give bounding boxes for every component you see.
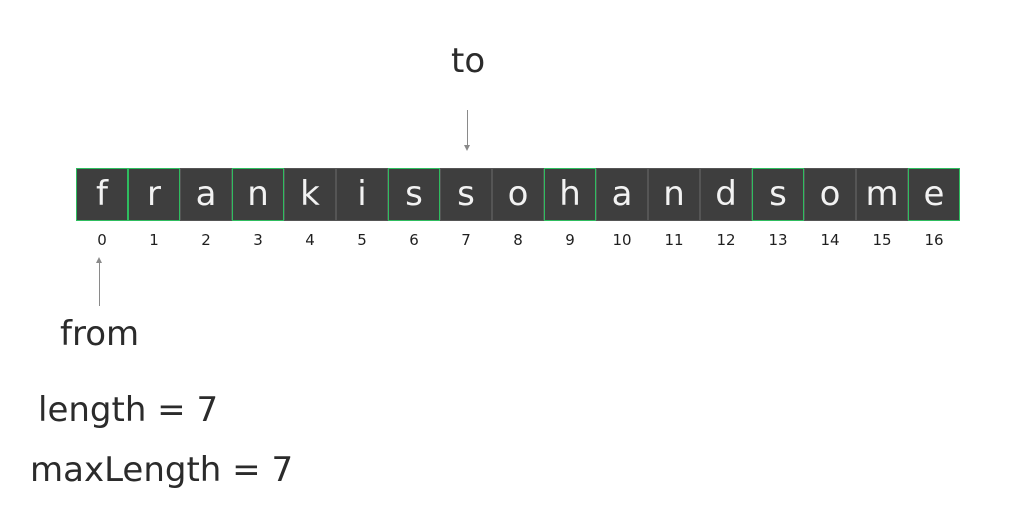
index-label-15: 15 [872, 231, 892, 249]
char-cell-16: e [908, 168, 960, 221]
char-cell-1: r [128, 168, 180, 221]
from-pointer-label: from [60, 314, 140, 354]
char-cell-10: a [596, 168, 648, 221]
index-label-8: 8 [513, 231, 523, 249]
char-cell-4: k [284, 168, 336, 221]
char-cell-8: o [492, 168, 544, 221]
to-pointer-label: to [451, 41, 486, 81]
to-arrow-icon [464, 110, 470, 151]
index-label-3: 3 [253, 231, 263, 249]
from-arrow-icon [96, 257, 102, 306]
length-readout: length = 7 [38, 390, 219, 430]
char-cell-15: m [856, 168, 908, 221]
index-label-7: 7 [461, 231, 471, 249]
char-cell-0: f [76, 168, 128, 221]
index-label-6: 6 [409, 231, 419, 249]
char-cell-6: s [388, 168, 440, 221]
char-cell-2: a [180, 168, 232, 221]
char-cell-14: o [804, 168, 856, 221]
index-label-16: 16 [924, 231, 944, 249]
index-label-1: 1 [149, 231, 159, 249]
index-label-12: 12 [716, 231, 736, 249]
index-label-14: 14 [820, 231, 840, 249]
char-cell-7: s [440, 168, 492, 221]
max-length-readout: maxLength = 7 [30, 450, 294, 490]
index-label-2: 2 [201, 231, 211, 249]
char-cell-12: d [700, 168, 752, 221]
index-label-9: 9 [565, 231, 575, 249]
index-label-0: 0 [97, 231, 107, 249]
char-cell-5: i [336, 168, 388, 221]
char-cell-11: n [648, 168, 700, 221]
index-row: 0 1 2 3 4 5 6 7 8 9 10 11 12 13 14 15 16 [76, 230, 960, 250]
char-cell-13: s [752, 168, 804, 221]
char-cell-9: h [544, 168, 596, 221]
index-label-4: 4 [305, 231, 315, 249]
index-label-5: 5 [357, 231, 367, 249]
index-label-11: 11 [664, 231, 684, 249]
char-cell-3: n [232, 168, 284, 221]
index-label-13: 13 [768, 231, 788, 249]
index-label-10: 10 [612, 231, 632, 249]
